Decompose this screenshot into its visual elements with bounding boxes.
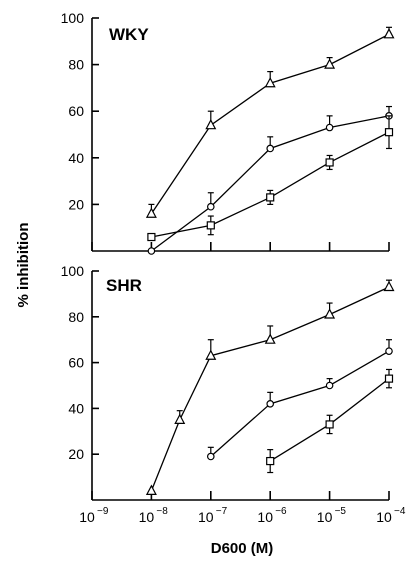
y-tick-label: 40	[68, 400, 84, 416]
x-tick-exponent: −4	[394, 506, 406, 517]
y-tick-label: 60	[68, 355, 84, 371]
data-point-triangle	[264, 333, 276, 344]
y-tick-label: 80	[68, 57, 84, 73]
y-tick-label: 20	[68, 446, 84, 462]
y-tick-label: 100	[61, 10, 85, 26]
data-point-square	[206, 221, 215, 230]
y-axis-title: % inhibition	[15, 223, 32, 308]
data-point-square	[325, 158, 334, 167]
data-point-triangle	[145, 484, 157, 495]
data-point-triangle	[174, 413, 186, 424]
data-point-square	[384, 374, 394, 383]
y-tick-label: 100	[61, 263, 85, 279]
data-point-circle	[266, 400, 275, 408]
data-point-circle	[325, 123, 334, 132]
series-line-circle	[151, 115, 390, 252]
data-point-triangle	[145, 207, 157, 218]
series-line-triangle	[150, 286, 390, 492]
x-tick-exponent: −7	[216, 506, 228, 517]
x-axis-title: D600 (M)	[211, 540, 274, 557]
data-point-square	[266, 193, 275, 202]
x-tick-label: 10	[376, 509, 392, 525]
data-point-triangle	[205, 349, 217, 360]
y-tick-label: 40	[68, 150, 84, 166]
data-point-circle	[207, 452, 215, 461]
series-line-triangle	[150, 33, 390, 215]
panel-label-shr: SHR	[106, 276, 142, 295]
x-tick-exponent: −5	[335, 506, 347, 517]
data-point-triangle	[324, 58, 336, 69]
x-tick-label: 10	[257, 509, 273, 525]
data-point-square	[266, 456, 275, 466]
data-point-circle	[266, 144, 275, 153]
x-tick-exponent: −9	[97, 506, 109, 517]
x-tick-label: 10	[317, 509, 333, 525]
y-tick-label: 60	[68, 103, 84, 119]
panel-wky: WKY 20 40 60 80 100	[61, 10, 395, 255]
x-tick-label: 10	[79, 509, 95, 525]
data-point-square	[325, 420, 334, 429]
y-tick-label: 80	[68, 309, 84, 325]
data-point-triangle	[324, 308, 336, 319]
data-point-square	[384, 128, 394, 137]
data-point-square	[147, 232, 156, 242]
data-point-triangle	[205, 118, 217, 130]
panel-label-wky: WKY	[109, 25, 149, 44]
data-point-circle	[325, 381, 334, 390]
x-tick-label: 10	[139, 509, 155, 525]
x-tick-exponent: −8	[156, 506, 168, 517]
data-point-circle	[207, 202, 215, 211]
series-line-circle	[210, 350, 390, 457]
x-tick-exponent: −6	[275, 506, 287, 517]
data-point-circle	[147, 247, 156, 255]
x-tick-label: 10	[198, 509, 214, 525]
y-tick-label: 20	[68, 196, 84, 212]
data-point-triangle	[383, 280, 395, 292]
data-point-triangle	[264, 76, 276, 88]
data-point-circle	[385, 347, 393, 355]
data-point-triangle	[383, 28, 395, 39]
